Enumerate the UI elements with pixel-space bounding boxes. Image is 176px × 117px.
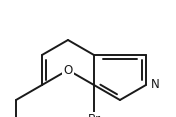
Text: N: N <box>151 79 160 91</box>
Text: O: O <box>63 64 73 77</box>
Text: Br: Br <box>87 113 100 117</box>
